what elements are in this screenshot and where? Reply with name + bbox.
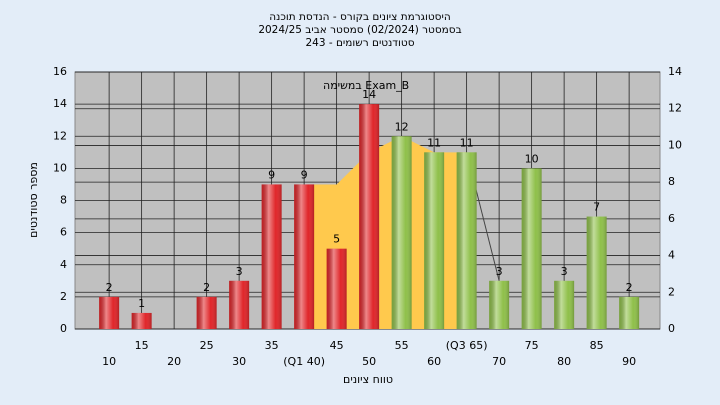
bar-shine (261, 184, 282, 329)
y2-tick-label: 8 (668, 175, 675, 188)
bar-shine (489, 280, 510, 329)
x-tick-label: 45 (330, 339, 344, 352)
bar-shine (294, 184, 315, 329)
x-tick-label: 10 (102, 355, 116, 368)
bar-shine (391, 136, 412, 329)
bar-shine (326, 248, 347, 329)
y2-tick-label: 10 (668, 138, 682, 151)
y-axis-label: מספר סטודנטים (27, 162, 40, 238)
y2-tick-label: 14 (668, 65, 682, 78)
y2-tick-label: 6 (668, 212, 675, 225)
bar-shine (99, 296, 120, 329)
y-tick-label: 4 (60, 258, 67, 271)
data-label: 5 (333, 233, 340, 246)
y2-tick-label: 4 (668, 249, 675, 262)
bar-shine (359, 104, 380, 329)
y2-tick-label: 0 (668, 322, 675, 335)
x-tick-label: 20 (167, 355, 181, 368)
chart-subtitle: בסמסטר (02/2024) סמסטר אביב 2024/25 (258, 24, 461, 36)
x-tick-label: 60 (427, 355, 441, 368)
bar-shine (196, 296, 217, 329)
bar-shine (456, 152, 477, 329)
data-label: 2 (106, 281, 113, 294)
x-tick-label: 80 (557, 355, 571, 368)
x-tick-label: 55 (395, 339, 409, 352)
y2-tick-label: 12 (668, 102, 682, 115)
data-label: 11 (427, 136, 441, 149)
data-label: 1 (138, 297, 145, 310)
x-tick-label: 50 (362, 355, 376, 368)
y-tick-label: 6 (60, 226, 67, 239)
y-tick-label: 10 (53, 161, 67, 174)
bar-shine (229, 280, 250, 329)
data-label: 11 (460, 136, 474, 149)
data-label: 3 (236, 265, 243, 278)
x-tick-label: 70 (492, 355, 506, 368)
bar-shine (619, 296, 640, 329)
data-label: 7 (593, 201, 600, 214)
data-label: 2 (626, 281, 633, 294)
bar-shine (554, 280, 575, 329)
x-tick-label: 90 (622, 355, 636, 368)
y2-tick-label: 2 (668, 285, 675, 298)
x-tick-label: 15 (135, 339, 149, 352)
data-label: 3 (561, 265, 568, 278)
data-label: 14 (362, 88, 376, 101)
annotation: במשימה Exam_B (323, 79, 409, 92)
x-tick-label: 35 (265, 339, 279, 352)
chart-subtitle: סטודנטים רשומים - 243 (305, 37, 414, 49)
x-tick-label: (Q1 40) (283, 355, 325, 368)
bar-shine (521, 168, 542, 329)
bar-shine (131, 312, 152, 329)
x-axis-label: טווח ציונים (343, 373, 393, 386)
chart-title: היסטוגרמת ציונים בקורס - הנדסת תוכנה (269, 11, 450, 23)
data-label: 3 (496, 265, 503, 278)
x-tick-label: (Q3 65) (446, 339, 488, 352)
y-tick-label: 0 (60, 322, 67, 335)
x-tick-label: 25 (200, 339, 214, 352)
y-tick-label: 2 (60, 290, 67, 303)
y-tick-label: 12 (53, 129, 67, 142)
x-tick-label: 75 (525, 339, 539, 352)
data-label: 9 (301, 168, 308, 181)
y-tick-label: 14 (53, 97, 67, 110)
y-tick-label: 16 (53, 65, 67, 78)
data-label: 2 (203, 281, 210, 294)
x-tick-label: 30 (232, 355, 246, 368)
y-tick-label: 8 (60, 194, 67, 207)
data-label: 9 (268, 168, 275, 181)
data-label: 10 (525, 152, 539, 165)
bar-shine (586, 216, 607, 329)
data-label: 12 (395, 120, 409, 133)
x-tick-label: 85 (590, 339, 604, 352)
bar-shine (424, 152, 445, 329)
